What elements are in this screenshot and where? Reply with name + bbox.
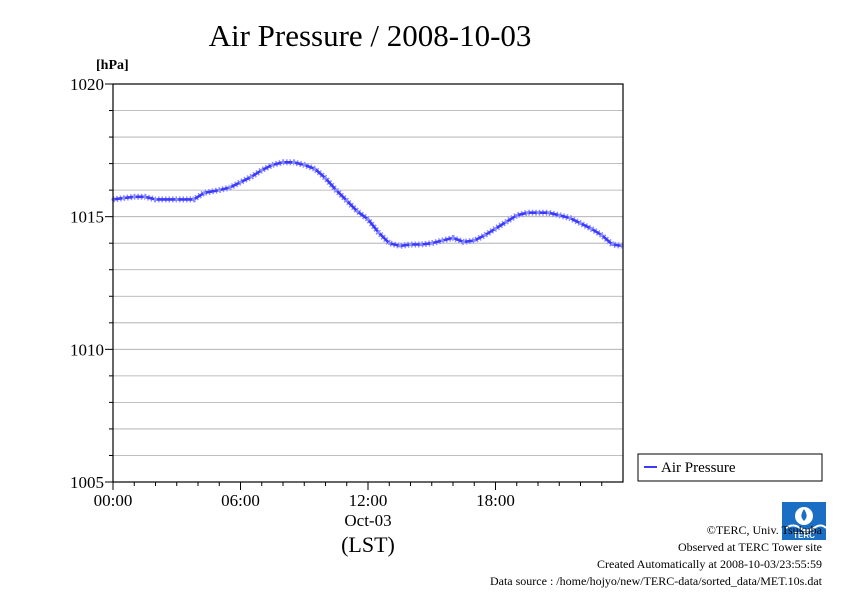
data-point [589, 227, 593, 231]
data-point [515, 213, 519, 217]
data-point [408, 242, 413, 247]
data-point [451, 236, 455, 240]
data-point [472, 238, 476, 243]
data-point [578, 221, 583, 225]
series-line-air-pressure [112, 161, 623, 248]
svg-text:TERC: TERC [793, 531, 815, 540]
data-point [313, 167, 317, 171]
data-point [122, 196, 126, 200]
data-point [568, 216, 572, 220]
x-axis-date-label: Oct-03 [344, 511, 391, 530]
legend-box [637, 453, 823, 482]
data-point [398, 244, 402, 248]
x-tick-label: 12:00 [349, 491, 388, 510]
y-tick-label: 1020 [70, 75, 104, 94]
data-point [547, 211, 551, 215]
data-point [270, 163, 274, 167]
data-point [536, 211, 540, 215]
data-point [525, 211, 529, 215]
x-axis-title: (LST) [341, 532, 395, 557]
data-point [175, 197, 179, 202]
data-point [377, 230, 381, 235]
y-tick-label: 1015 [70, 208, 104, 227]
credit-observed: Observed at TERC Tower site [677, 540, 822, 554]
data-point [217, 188, 221, 192]
data-point [493, 227, 498, 231]
data-point [143, 195, 147, 199]
data-point [430, 241, 434, 245]
x-tick-label: 06:00 [221, 491, 260, 510]
y-axis-unit-label: [hPa] [96, 58, 129, 73]
data-point [334, 188, 338, 192]
terc-logo-icon: TERC [782, 502, 826, 540]
y-tick-label: 1010 [70, 340, 104, 359]
legend: Air Pressure [637, 453, 823, 482]
data-point [462, 240, 466, 244]
data-point [249, 175, 253, 179]
data-point [281, 160, 285, 164]
data-point [440, 238, 444, 243]
data-point [238, 180, 243, 184]
grid-lines [113, 110, 623, 456]
data-point [483, 233, 487, 237]
legend-label: Air Pressure [661, 460, 736, 476]
data-point [610, 242, 614, 247]
data-point [355, 209, 359, 213]
credit-created: Created Automatically at 2008-10-03/23:5… [597, 557, 822, 571]
data-point [600, 233, 604, 237]
data-point [202, 191, 206, 195]
data-point [228, 185, 232, 190]
series-layer [111, 159, 624, 249]
series-scatter-halo [112, 159, 623, 249]
y-axis-ticks: 1005 1010 1015 1020 [70, 75, 113, 492]
data-point [260, 168, 264, 172]
data-point [345, 199, 349, 203]
plot-frame [112, 83, 624, 483]
data-point [153, 197, 158, 202]
x-tick-label: 18:00 [476, 491, 515, 510]
y-tick-label: 1005 [70, 473, 104, 492]
credit-copyright: ©TERC, Univ. Tsukuba [706, 523, 822, 537]
data-point [302, 163, 306, 167]
chart-title: Air Pressure / 2008-10-03 [209, 18, 532, 53]
data-point [366, 217, 370, 221]
data-point [504, 220, 508, 224]
x-axis-ticks: 00:00 06:00 12:00 18:00 [94, 482, 603, 510]
data-point [132, 195, 136, 199]
data-point [292, 160, 296, 164]
data-point [557, 213, 561, 217]
credit-source: Data source : /home/hojyo/new/TERC-data/… [489, 574, 822, 588]
data-point [192, 197, 196, 202]
data-point [419, 242, 423, 247]
data-point [323, 176, 328, 180]
data-point [387, 241, 391, 245]
x-tick-label: 00:00 [94, 491, 133, 510]
